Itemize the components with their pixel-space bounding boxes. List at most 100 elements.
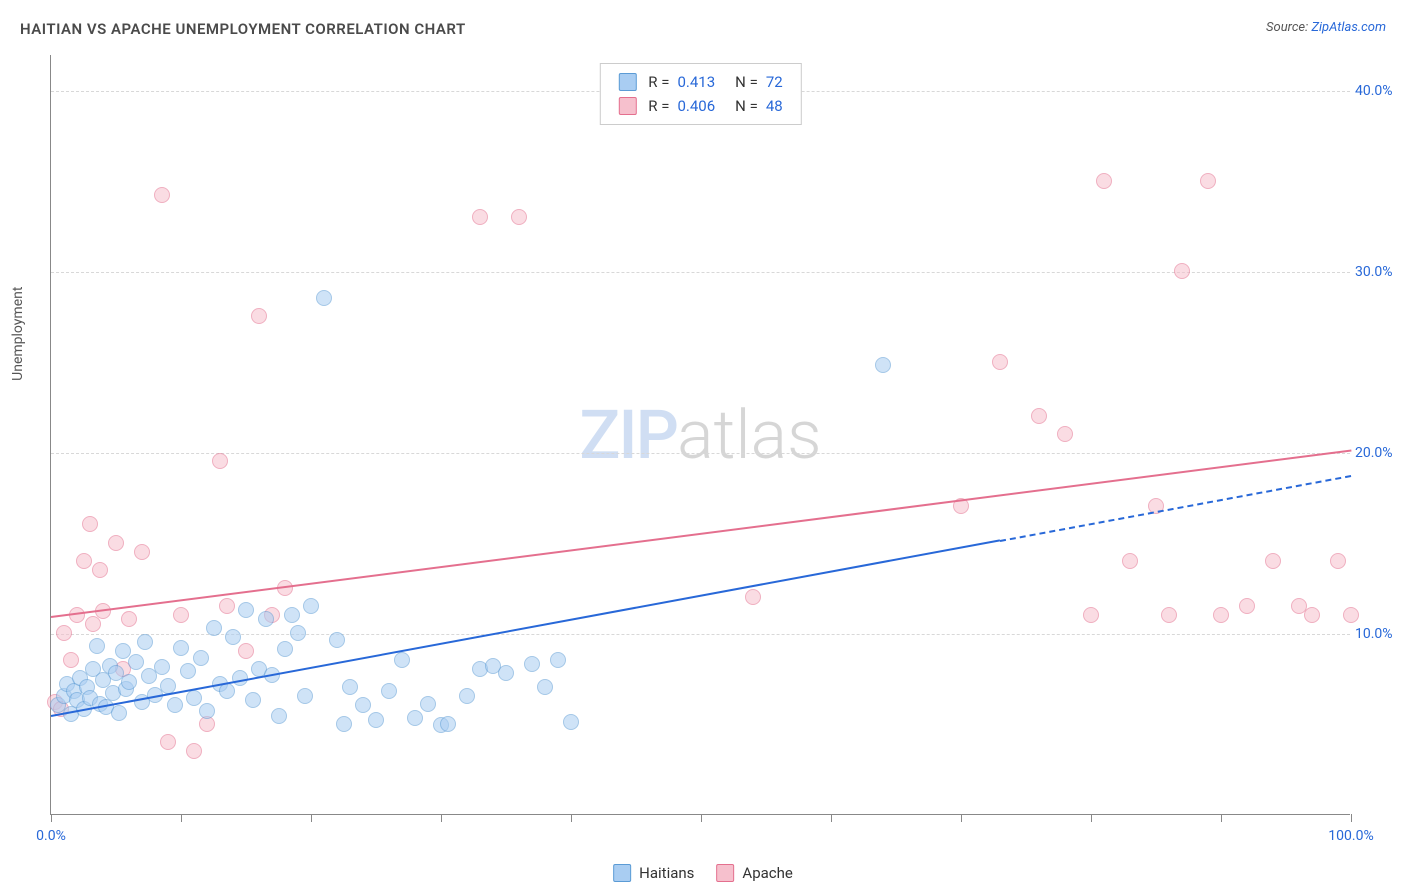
scatter-plot-area: ZIPatlas R = 0.413 N = 72 R = 0.406 N = … [50,55,1350,815]
data-point-apache [134,544,150,560]
data-point-haitians [173,640,189,656]
data-point-apache [1083,607,1099,623]
data-point-apache [154,187,170,203]
data-point-haitians [154,659,170,675]
data-point-apache [1330,553,1346,569]
data-point-haitians [381,683,397,699]
x-tick [51,814,52,822]
data-point-apache [1343,607,1359,623]
data-point-haitians [137,634,153,650]
watermark: ZIPatlas [579,395,821,475]
data-point-haitians [89,638,105,654]
data-point-apache [82,516,98,532]
r-value-apache: 0.406 [677,94,715,118]
data-point-haitians [199,703,215,719]
data-point-haitians [875,357,891,373]
x-tick [1221,814,1222,822]
chart-title: HAITIAN VS APACHE UNEMPLOYMENT CORRELATI… [20,20,466,38]
legend-item-apache: Apache [716,864,792,882]
x-tick [571,814,572,822]
data-point-apache [63,652,79,668]
x-tick-label: 0.0% [36,828,66,844]
n-value-apache: 48 [766,94,783,118]
swatch-haitians [613,864,631,882]
data-point-apache [511,209,527,225]
data-point-haitians [550,652,566,668]
data-point-apache [219,598,235,614]
legend-row-haitians: R = 0.413 N = 72 [618,70,782,94]
data-point-apache [1304,607,1320,623]
data-point-haitians [394,652,410,668]
x-tick [1091,814,1092,822]
trend-line [51,449,1351,617]
legend-label-apache: Apache [742,864,792,882]
data-point-apache [238,643,254,659]
r-label: R = [648,70,669,94]
data-point-haitians [316,290,332,306]
data-point-apache [1174,263,1190,279]
legend-label-haitians: Haitians [639,864,694,882]
data-point-haitians [563,714,579,730]
data-point-apache [745,589,761,605]
r-value-haitians: 0.413 [677,70,715,94]
data-point-haitians [303,598,319,614]
data-point-haitians [407,710,423,726]
correlation-legend: R = 0.413 N = 72 R = 0.406 N = 48 [599,63,801,125]
data-point-apache [251,308,267,324]
data-point-apache [1239,598,1255,614]
data-point-apache [212,453,228,469]
data-point-haitians [440,716,456,732]
data-point-apache [1031,408,1047,424]
x-tick [831,814,832,822]
data-point-apache [1265,553,1281,569]
data-point-haitians [271,708,287,724]
n-label: N = [735,94,758,118]
data-point-haitians [524,656,540,672]
data-point-haitians [420,696,436,712]
series-legend: Haitians Apache [613,864,793,882]
x-tick-label: 100.0% [1328,828,1373,844]
swatch-apache [716,864,734,882]
data-point-haitians [180,663,196,679]
swatch-apache [618,97,636,115]
y-tick-label: 20.0% [1355,445,1400,461]
x-tick [961,814,962,822]
source-link[interactable]: ZipAtlas.com [1311,20,1386,35]
data-point-haitians [193,650,209,666]
data-point-haitians [277,641,293,657]
data-point-apache [108,535,124,551]
y-tick-label: 10.0% [1355,626,1400,642]
gridline [51,453,1350,454]
data-point-haitians [342,679,358,695]
data-point-haitians [167,697,183,713]
source-attribution: Source: ZipAtlas.com [1266,20,1386,35]
n-value-haitians: 72 [766,70,783,94]
data-point-haitians [238,602,254,618]
gridline [51,634,1350,635]
data-point-apache [1096,173,1112,189]
r-label: R = [648,94,669,118]
y-tick-label: 40.0% [1355,83,1400,99]
data-point-haitians [111,705,127,721]
data-point-haitians [329,632,345,648]
x-tick [701,814,702,822]
data-point-apache [1213,607,1229,623]
data-point-haitians [336,716,352,732]
data-point-apache [160,734,176,750]
data-point-haitians [225,629,241,645]
data-point-haitians [206,620,222,636]
x-tick [1351,814,1352,822]
data-point-apache [186,743,202,759]
data-point-apache [76,553,92,569]
data-point-apache [1122,553,1138,569]
data-point-apache [121,611,137,627]
gridline [51,272,1350,273]
source-prefix: Source: [1266,20,1311,35]
data-point-haitians [368,712,384,728]
trend-line [1000,475,1351,542]
watermark-atlas: atlas [677,395,822,475]
legend-row-apache: R = 0.406 N = 48 [618,94,782,118]
data-point-apache [472,209,488,225]
data-point-haitians [284,607,300,623]
y-tick-label: 30.0% [1355,264,1400,280]
